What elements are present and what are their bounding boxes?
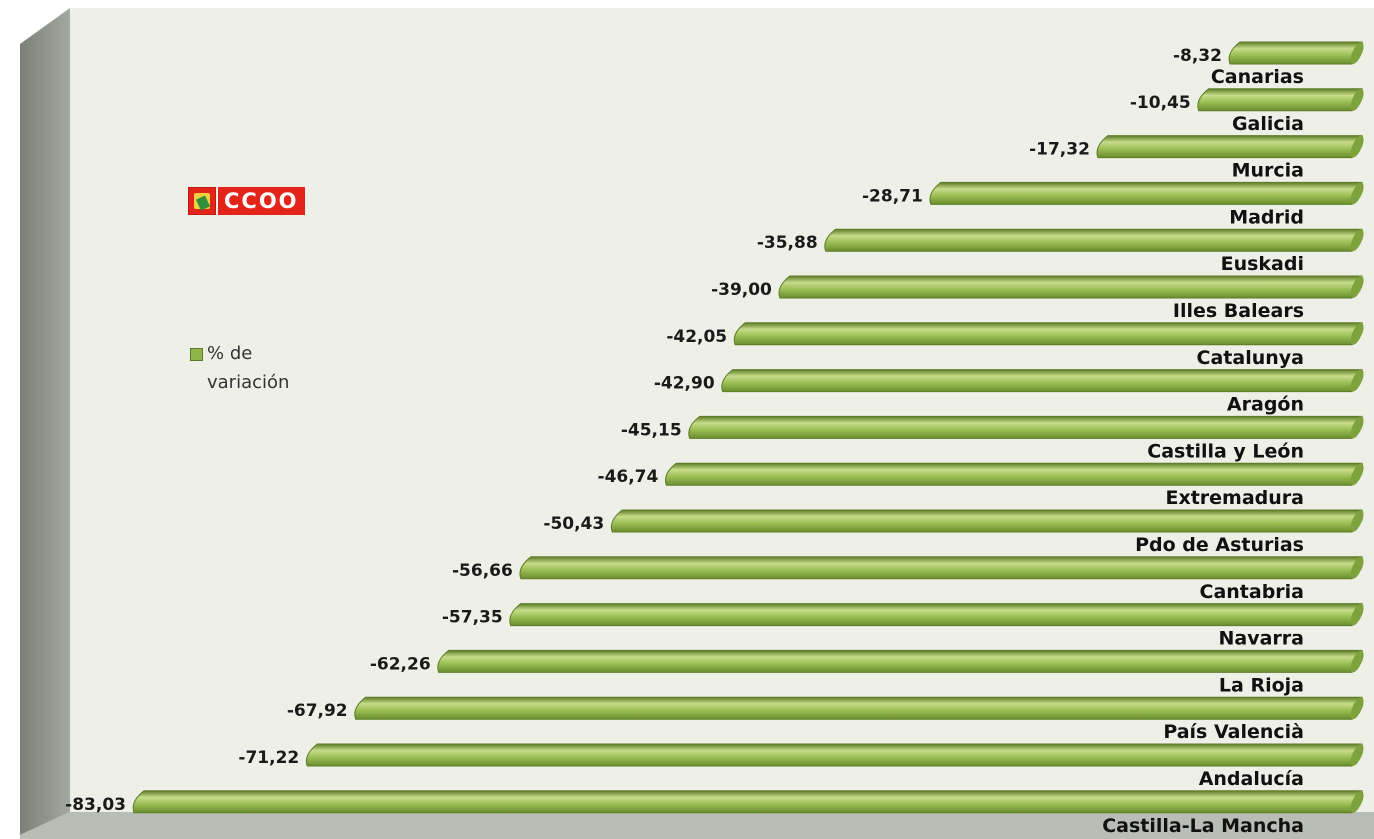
bar-cantabria (519, 556, 1364, 580)
category-label: Aragón (1227, 394, 1304, 416)
logo-text: CCOO (218, 187, 305, 215)
bar-euskadi (824, 228, 1364, 252)
logo-emblem-icon (188, 187, 216, 215)
value-label: -71,22 (238, 748, 299, 768)
bar-castilla-y-le-n (688, 415, 1364, 439)
bar-murcia (1096, 135, 1364, 159)
category-label: Castilla y León (1147, 440, 1304, 462)
bar-end-cap (1350, 790, 1364, 813)
value-label: -67,92 (287, 701, 348, 721)
bar-castilla-la-mancha (132, 790, 1364, 814)
bar-canarias (1228, 41, 1364, 65)
category-label: La Rioja (1219, 674, 1304, 696)
bar-end-cap (1350, 744, 1364, 766)
bar-galicia (1197, 88, 1364, 112)
value-label: -46,74 (598, 467, 659, 487)
category-label: País Valencià (1163, 721, 1304, 743)
bar-end-cap (1350, 650, 1364, 673)
bar-end-cap (1350, 416, 1364, 439)
bar-end-cap (1350, 88, 1364, 111)
bar-end-cap (1350, 697, 1364, 720)
bar-pa-s-valenci- (354, 696, 1364, 720)
legend-swatch (190, 348, 203, 361)
value-label: -42,05 (666, 327, 727, 347)
ccoo-logo: CCOO (188, 186, 305, 216)
category-label: Euskadi (1221, 253, 1304, 275)
value-label: -83,03 (65, 795, 126, 815)
category-label: Catalunya (1197, 347, 1304, 369)
category-label: Andalucía (1199, 768, 1304, 790)
bar-end-cap (1350, 182, 1364, 205)
value-label: -45,15 (621, 420, 682, 440)
value-label: -62,26 (370, 654, 431, 674)
value-label: -28,71 (862, 186, 923, 206)
category-label: Galicia (1232, 113, 1304, 135)
bar-end-cap (1350, 556, 1364, 579)
category-label: Illes Balears (1173, 300, 1304, 322)
bar-end-cap (1350, 603, 1364, 626)
value-label: -50,43 (543, 514, 604, 534)
value-label: -35,88 (757, 233, 818, 253)
category-label: Pdo de Asturias (1135, 534, 1304, 556)
bar-end-cap (1350, 510, 1364, 532)
value-label: -17,32 (1029, 140, 1090, 160)
value-label: -39,00 (711, 280, 772, 300)
bar-andaluc-a (305, 743, 1364, 767)
bar-arag-n (721, 369, 1364, 393)
value-label: -56,66 (452, 561, 513, 581)
value-label: -10,45 (1130, 93, 1191, 113)
bar-end-cap (1350, 322, 1364, 345)
value-label: -57,35 (442, 608, 503, 628)
category-label: Navarra (1219, 628, 1305, 650)
bar-end-cap (1350, 42, 1364, 64)
category-label: Canarias (1211, 66, 1304, 88)
bar-navarra (509, 603, 1364, 627)
legend-label: % de variación (207, 343, 290, 393)
bar-madrid (929, 181, 1364, 205)
bar-la-rioja (437, 649, 1364, 673)
category-label: Castilla-La Mancha (1102, 815, 1304, 837)
category-label: Murcia (1232, 160, 1304, 182)
bar-end-cap (1350, 229, 1364, 252)
category-label: Extremadura (1165, 487, 1304, 509)
bar-extremadura (664, 462, 1364, 486)
chart-back-wall (70, 8, 1374, 812)
bar-pdo-de-asturias (610, 509, 1364, 533)
value-label: -42,90 (654, 374, 715, 394)
category-label: Madrid (1229, 206, 1304, 228)
value-label: -8,32 (1173, 46, 1222, 66)
bar-illes-balears (778, 275, 1364, 299)
bar-end-cap (1350, 463, 1364, 486)
category-label: Cantabria (1200, 581, 1305, 603)
bar-end-cap (1350, 369, 1364, 392)
chart-side-wall (20, 8, 70, 835)
bar-end-cap (1350, 135, 1364, 158)
bar-catalunya (733, 322, 1364, 346)
bar-end-cap (1350, 276, 1364, 298)
legend: % de variación (190, 343, 337, 397)
chart-floor (20, 812, 1374, 839)
